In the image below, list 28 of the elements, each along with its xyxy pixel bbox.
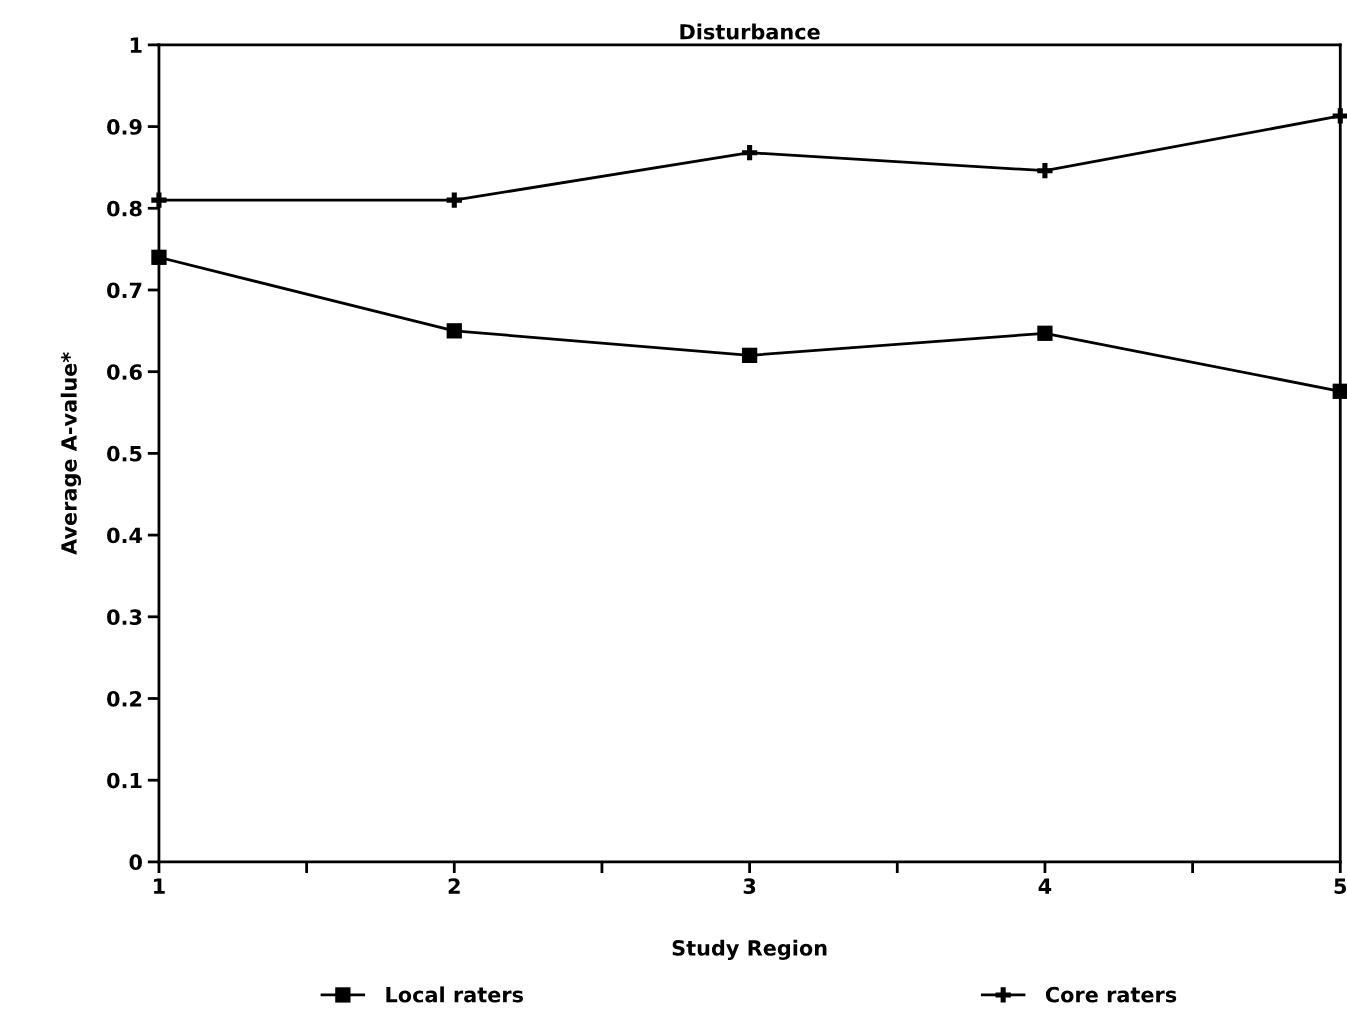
point <box>1037 325 1053 341</box>
point <box>446 323 462 339</box>
x-tick-label: 1 <box>154 878 165 894</box>
y-tick-label: 0.4 <box>107 527 143 544</box>
y-axis-title: Average A-value* <box>60 352 82 555</box>
y-tick-label: 0 <box>129 854 142 871</box>
point <box>741 347 758 363</box>
point <box>151 249 167 265</box>
y-tick-label: 0.2 <box>107 690 142 707</box>
y-tick-label: 0.8 <box>107 200 142 217</box>
x-axis-title: Study Region <box>672 939 827 961</box>
y-tick-label: 0.6 <box>107 364 142 380</box>
point <box>446 192 462 208</box>
y-tick-label: 0.5 <box>107 445 142 462</box>
y-tick-label: 0.1 <box>107 772 142 789</box>
x-tick-label: 4 <box>1038 878 1052 894</box>
y-tick-label: 1 <box>130 37 142 53</box>
point <box>1037 163 1053 179</box>
chart-title: Disturbance <box>680 23 820 40</box>
x-tick-label: 2 <box>448 878 460 894</box>
legend-label: Core raters <box>1045 986 1177 1003</box>
y-tick-label: 0.3 <box>107 609 142 626</box>
legend-label: Local raters <box>386 986 524 1003</box>
y-tick-label: 0.9 <box>107 119 142 135</box>
point <box>741 145 758 161</box>
x-tick-label: 5 <box>1334 878 1347 894</box>
y-tick-label: 0.7 <box>107 282 142 299</box>
x-tick-label: 3 <box>743 878 756 894</box>
